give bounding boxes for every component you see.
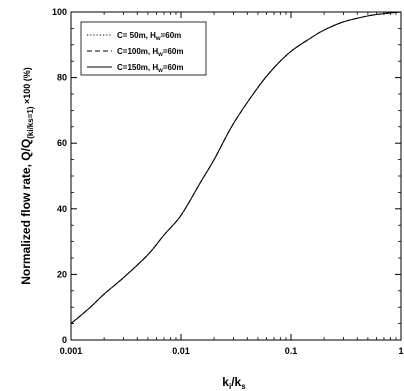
x-tick-labels: 0.001 0.01 0.1 1 xyxy=(60,346,404,356)
y-tick-label: 80 xyxy=(57,73,67,83)
y-tick-label: 0 xyxy=(62,335,67,345)
legend-label-3: C=150m, Hw=60m xyxy=(117,63,184,74)
y-tick-label: 40 xyxy=(57,204,67,214)
x-tick-label: 0.1 xyxy=(285,346,298,356)
legend-label-1: C= 50m, Hw=60m xyxy=(117,31,181,42)
series-line-3 xyxy=(70,11,402,324)
x-axis-title: ki/ks xyxy=(222,375,246,391)
y-axis-title: Normalized flow rate, Q/Q(ki/ks=1) ×100 … xyxy=(19,67,35,285)
legend-items: C= 50m, Hw=60m C=100m, Hw=60m C=150m, Hw=6… xyxy=(87,31,184,74)
y-tick-labels: 0 20 40 60 80 100 xyxy=(52,7,67,345)
series-lines xyxy=(70,11,402,324)
axis-ticks xyxy=(70,11,402,341)
x-tick-label: 0.001 xyxy=(60,346,83,356)
legend: C= 50m, Hw=60m C=100m, Hw=60m C=150m, Hw=6… xyxy=(80,21,207,76)
x-tick-label: 0.01 xyxy=(172,346,190,356)
y-tick-label: 20 xyxy=(57,269,67,279)
y-tick-label: 60 xyxy=(57,138,67,148)
legend-box xyxy=(80,21,207,76)
x-tick-label: 1 xyxy=(398,346,403,356)
y-tick-label: 100 xyxy=(52,7,67,17)
legend-label-2: C=100m, Hw=60m xyxy=(117,47,184,58)
